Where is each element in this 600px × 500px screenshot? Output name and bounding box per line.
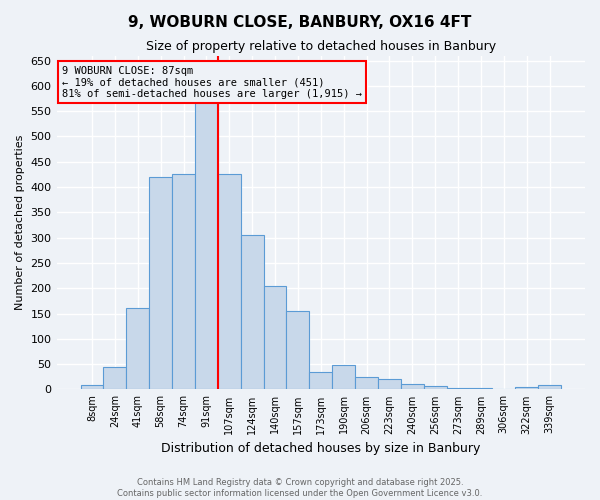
Bar — [469, 388, 493, 390]
Bar — [127, 308, 149, 390]
Bar — [172, 174, 195, 390]
Bar — [378, 380, 401, 390]
Bar — [515, 387, 538, 390]
Bar — [218, 174, 241, 390]
Text: Contains HM Land Registry data © Crown copyright and database right 2025.
Contai: Contains HM Land Registry data © Crown c… — [118, 478, 482, 498]
Text: 9 WOBURN CLOSE: 87sqm
← 19% of detached houses are smaller (451)
81% of semi-det: 9 WOBURN CLOSE: 87sqm ← 19% of detached … — [62, 66, 362, 99]
Text: 9, WOBURN CLOSE, BANBURY, OX16 4FT: 9, WOBURN CLOSE, BANBURY, OX16 4FT — [128, 15, 472, 30]
Bar — [241, 235, 263, 390]
Bar — [149, 177, 172, 390]
Bar — [80, 386, 103, 390]
Bar — [446, 388, 469, 390]
Bar — [310, 372, 332, 390]
Bar — [401, 384, 424, 390]
Bar — [424, 386, 446, 390]
Bar — [103, 366, 127, 390]
Bar — [263, 286, 286, 390]
Bar — [538, 386, 561, 390]
Bar — [195, 101, 218, 390]
X-axis label: Distribution of detached houses by size in Banbury: Distribution of detached houses by size … — [161, 442, 481, 455]
Bar — [355, 377, 378, 390]
Title: Size of property relative to detached houses in Banbury: Size of property relative to detached ho… — [146, 40, 496, 53]
Bar — [332, 365, 355, 390]
Bar — [286, 311, 310, 390]
Y-axis label: Number of detached properties: Number of detached properties — [15, 135, 25, 310]
